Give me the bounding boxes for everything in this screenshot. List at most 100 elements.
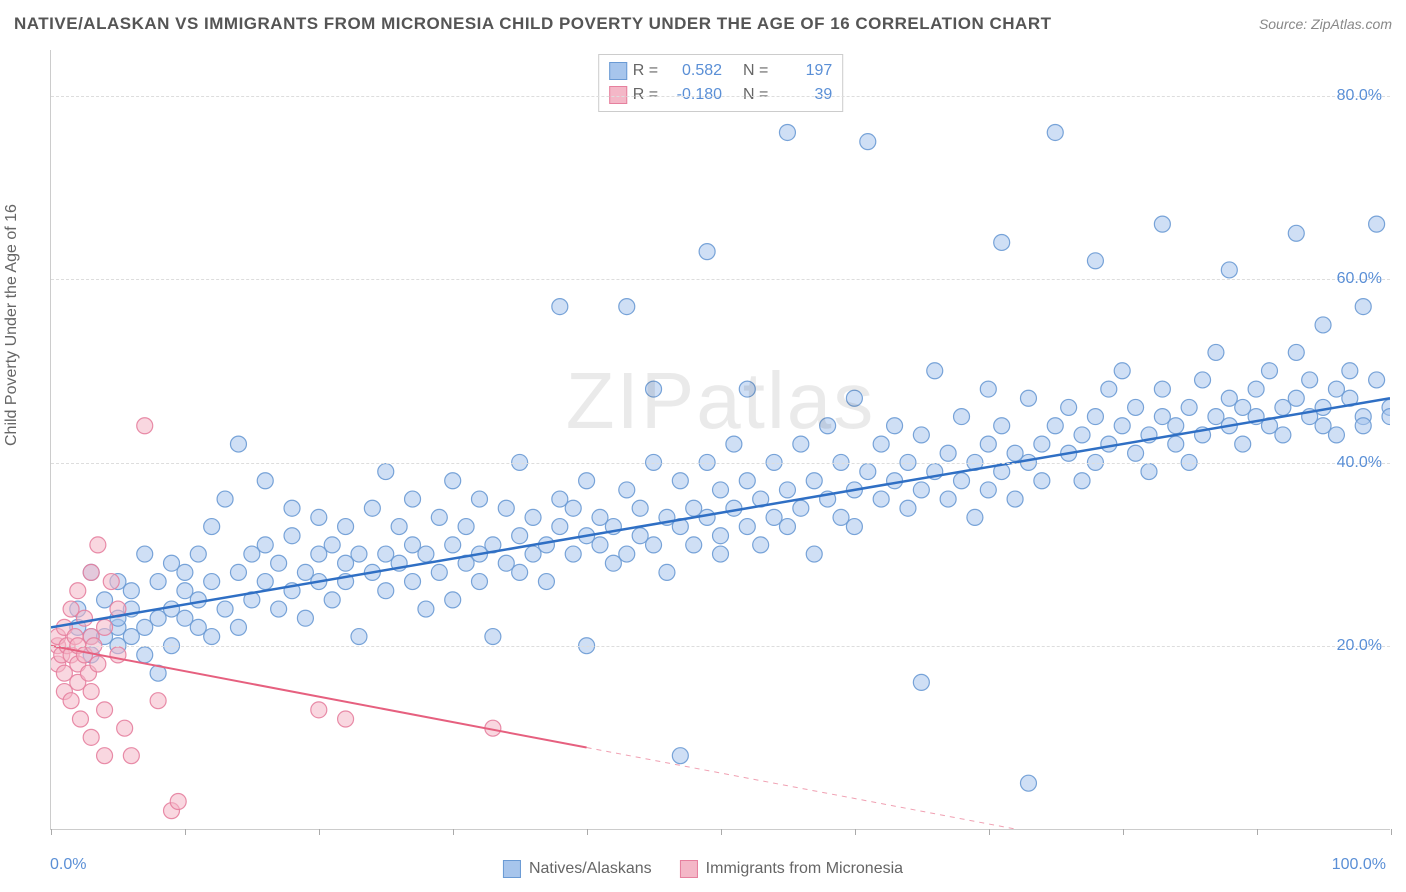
scatter-point <box>1047 418 1063 434</box>
scatter-point <box>1355 299 1371 315</box>
scatter-point <box>217 491 233 507</box>
scatter-point <box>204 574 220 590</box>
x-tick <box>721 829 722 835</box>
scatter-point <box>1328 427 1344 443</box>
scatter-point <box>1061 399 1077 415</box>
scatter-point <box>646 537 662 553</box>
title-bar: NATIVE/ALASKAN VS IMMIGRANTS FROM MICRON… <box>14 14 1392 34</box>
gridline <box>51 463 1390 464</box>
scatter-point <box>230 564 246 580</box>
scatter-point <box>204 519 220 535</box>
x-tick <box>51 829 52 835</box>
scatter-point <box>83 564 99 580</box>
scatter-point <box>1208 344 1224 360</box>
x-tick <box>453 829 454 835</box>
scatter-point <box>458 519 474 535</box>
legend-label: Immigrants from Micronesia <box>706 860 903 878</box>
y-tick-label: 20.0% <box>1337 637 1382 655</box>
scatter-point <box>418 601 434 617</box>
scatter-point <box>190 592 206 608</box>
scatter-point <box>873 491 889 507</box>
stats-n-value: 197 <box>774 59 832 83</box>
scatter-point <box>103 574 119 590</box>
scatter-point <box>137 546 153 562</box>
scatter-point <box>1020 390 1036 406</box>
scatter-point <box>1302 372 1318 388</box>
x-tick <box>989 829 990 835</box>
scatter-point <box>1087 253 1103 269</box>
scatter-point <box>565 546 581 562</box>
x-tick <box>185 829 186 835</box>
scatter-point <box>806 546 822 562</box>
scatter-point <box>1342 363 1358 379</box>
scatter-point <box>779 519 795 535</box>
scatter-point <box>97 702 113 718</box>
scatter-point <box>538 537 554 553</box>
scatter-point <box>90 656 106 672</box>
scatter-point <box>150 693 166 709</box>
scatter-point <box>632 500 648 516</box>
scatter-point <box>619 482 635 498</box>
scatter-point <box>378 583 394 599</box>
scatter-point <box>1315 317 1331 333</box>
scatter-point <box>887 473 903 489</box>
scatter-point <box>820 418 836 434</box>
scatter-point <box>230 436 246 452</box>
scatter-point <box>1128 445 1144 461</box>
x-tick <box>855 829 856 835</box>
legend-swatch <box>503 860 521 878</box>
scatter-point <box>405 491 421 507</box>
scatter-point <box>1034 436 1050 452</box>
scatter-point <box>619 299 635 315</box>
x-tick <box>587 829 588 835</box>
scatter-point <box>806 473 822 489</box>
plot-area: ZIPatlas R = 0.582 N = 197 R = -0.180 N … <box>50 50 1390 830</box>
scatter-point <box>538 574 554 590</box>
scatter-point <box>512 564 528 580</box>
scatter-point <box>713 482 729 498</box>
scatter-point <box>954 473 970 489</box>
scatter-point <box>592 537 608 553</box>
scatter-point <box>230 619 246 635</box>
scatter-point <box>324 537 340 553</box>
scatter-point <box>284 500 300 516</box>
gridline <box>51 646 1390 647</box>
scatter-point <box>860 464 876 480</box>
scatter-point <box>699 509 715 525</box>
scatter-point <box>271 555 287 571</box>
scatter-point <box>887 418 903 434</box>
trend-line-dashed <box>587 748 1015 829</box>
scatter-point <box>1047 124 1063 140</box>
scatter-point <box>485 629 501 645</box>
scatter-point <box>1288 344 1304 360</box>
scatter-point <box>1168 418 1184 434</box>
scatter-point <box>753 537 769 553</box>
scatter-point <box>713 546 729 562</box>
scatter-point <box>83 729 99 745</box>
bottom-legend: Natives/Alaskans Immigrants from Microne… <box>503 860 903 878</box>
scatter-point <box>900 500 916 516</box>
scatter-point <box>646 381 662 397</box>
scatter-point <box>525 509 541 525</box>
scatter-point <box>90 537 106 553</box>
scatter-point <box>980 381 996 397</box>
x-tick <box>1257 829 1258 835</box>
scatter-point <box>913 482 929 498</box>
scatter-point <box>1195 372 1211 388</box>
stats-row: R = 0.582 N = 197 <box>609 59 833 83</box>
x-tick <box>1391 829 1392 835</box>
x-tick <box>1123 829 1124 835</box>
scatter-point <box>297 610 313 626</box>
scatter-point <box>378 464 394 480</box>
scatter-point <box>123 583 139 599</box>
scatter-point <box>391 519 407 535</box>
scatter-point <box>954 409 970 425</box>
scatter-point <box>913 674 929 690</box>
scatter-point <box>1101 436 1117 452</box>
scatter-point <box>1074 473 1090 489</box>
scatter-point <box>1087 409 1103 425</box>
scatter-point <box>311 702 327 718</box>
scatter-point <box>672 748 688 764</box>
scatter-point <box>940 445 956 461</box>
x-tick <box>319 829 320 835</box>
